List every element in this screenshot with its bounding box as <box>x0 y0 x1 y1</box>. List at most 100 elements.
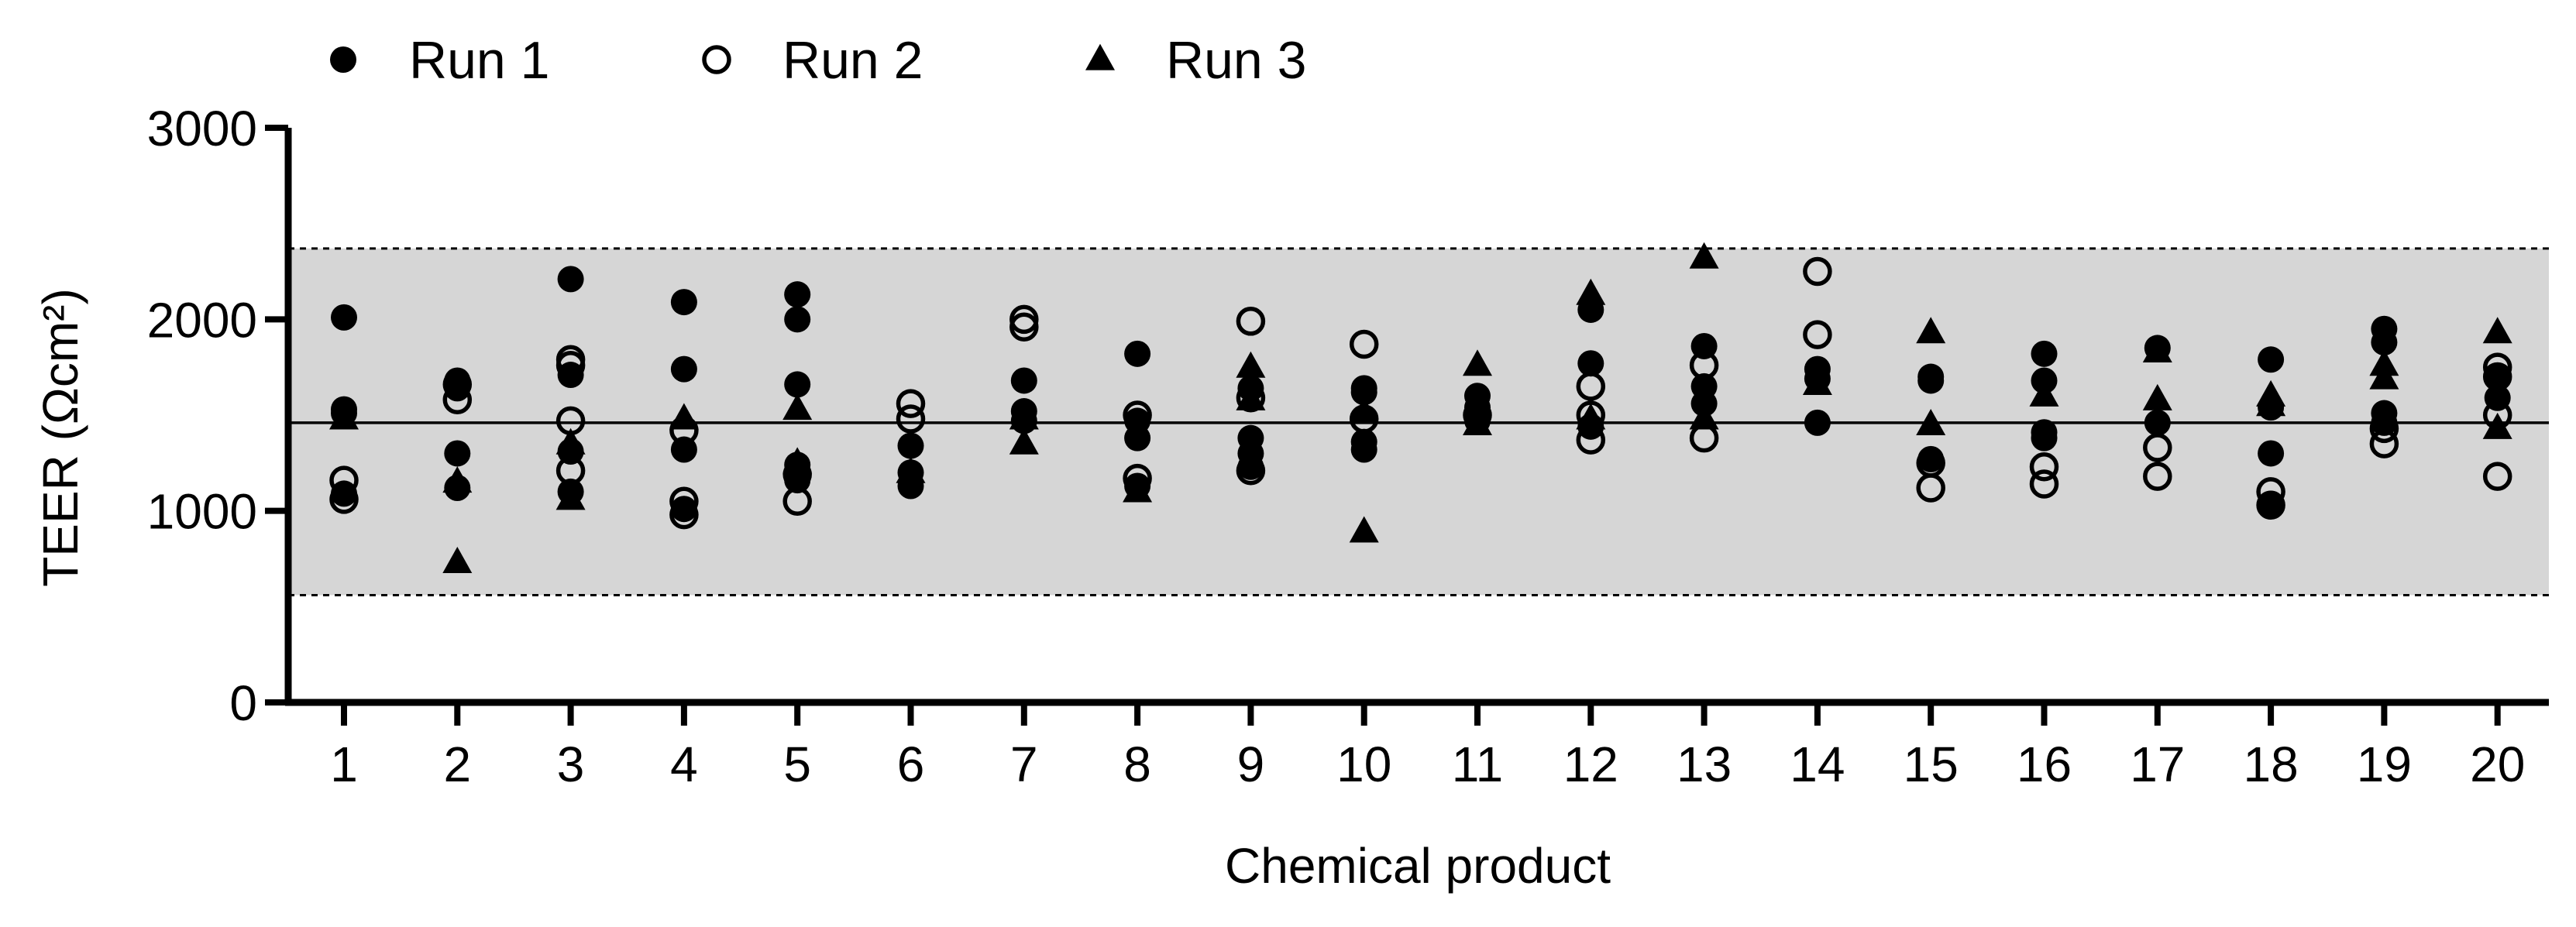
x-tick-label: 19 <box>2357 736 2412 792</box>
data-point <box>555 483 586 510</box>
data-point <box>2256 390 2286 417</box>
data-point <box>669 500 699 530</box>
legend: Run 1 Run 2 Run 3 <box>330 31 1306 90</box>
data-point <box>2482 362 2512 392</box>
data-point <box>2029 379 2059 407</box>
data-point <box>2256 490 2285 520</box>
data-point <box>2484 363 2511 390</box>
data-point <box>670 289 697 316</box>
data-point <box>2144 409 2171 436</box>
x-tick-label: 6 <box>897 736 925 792</box>
data-point <box>2031 340 2058 367</box>
data-point <box>1009 403 1039 430</box>
legend-label: Run 3 <box>1166 31 1306 90</box>
data-point <box>329 465 359 495</box>
data-point <box>782 447 813 474</box>
data-point <box>1803 256 1832 287</box>
data-point <box>782 486 812 517</box>
data-point <box>1236 383 1266 410</box>
x-tick-label: 3 <box>557 736 585 792</box>
x-tick-label: 2 <box>444 736 472 792</box>
data-point <box>1236 455 1266 486</box>
data-point <box>1804 409 1831 436</box>
y-tick-label: 2000 <box>147 292 257 348</box>
data-point <box>1123 400 1152 430</box>
data-point <box>669 486 699 517</box>
data-point <box>1916 408 1946 435</box>
data-point <box>442 547 473 574</box>
data-point <box>1916 317 1946 344</box>
legend-marker <box>330 46 356 73</box>
x-tick-label: 16 <box>2017 736 2072 792</box>
data-point <box>1009 304 1039 335</box>
data-point <box>1009 312 1039 342</box>
data-point <box>2143 433 2172 462</box>
data-point <box>1124 424 1151 451</box>
x-tick-label: 8 <box>1123 736 1151 792</box>
data-point <box>329 403 359 430</box>
data-point <box>1349 329 1379 359</box>
data-point <box>1576 372 1606 401</box>
x-tick-label: 13 <box>1677 736 1732 792</box>
data-point <box>2482 317 2512 344</box>
x-tick-label: 15 <box>1904 736 1959 792</box>
data-point <box>896 456 926 483</box>
data-point <box>1350 436 1377 463</box>
data-point <box>1802 369 1832 396</box>
reference-band <box>288 247 2549 596</box>
legend-item-run-3: Run 3 <box>1085 31 1306 90</box>
data-point <box>2482 352 2512 382</box>
data-point <box>897 432 924 459</box>
x-tick-label: 12 <box>1563 736 1618 792</box>
data-point <box>1689 242 1719 269</box>
data-point <box>555 455 586 486</box>
legend-marker <box>1085 43 1115 70</box>
data-point <box>555 427 586 455</box>
data-point <box>442 466 473 493</box>
data-point <box>442 369 473 400</box>
data-point <box>1123 476 1153 503</box>
x-tick-label: 10 <box>1336 736 1391 792</box>
data-point <box>2029 469 2059 499</box>
data-point <box>444 440 471 467</box>
data-point <box>2369 429 2399 458</box>
data-point <box>2482 412 2512 439</box>
y-axis-title: TEER (Ωcm²) <box>33 288 88 587</box>
data-point <box>1803 320 1832 349</box>
data-point <box>2371 329 2398 356</box>
data-point <box>2142 383 2172 410</box>
data-point <box>1124 340 1151 367</box>
data-point <box>557 266 584 293</box>
data-point <box>2142 335 2172 362</box>
data-point <box>896 389 926 418</box>
data-point <box>2258 440 2285 467</box>
data-point <box>2258 346 2285 373</box>
data-point <box>1236 351 1266 378</box>
data-point <box>896 404 926 434</box>
data-point <box>1349 516 1379 543</box>
series-3 <box>329 242 2512 574</box>
x-tick-label: 11 <box>1452 736 1503 792</box>
data-point <box>2369 349 2399 376</box>
data-point <box>442 385 473 414</box>
x-tick-label: 5 <box>783 736 811 792</box>
x-tick-label: 7 <box>1010 736 1038 792</box>
data-point <box>2369 362 2399 390</box>
data-point <box>2256 477 2285 506</box>
x-tick-label: 14 <box>1790 736 1845 792</box>
legend-label: Run 1 <box>409 31 549 90</box>
data-point <box>2482 462 2512 491</box>
data-point <box>1917 367 1945 394</box>
data-point <box>2031 424 2058 451</box>
data-point <box>2369 414 2399 444</box>
x-tick-label: 1 <box>330 736 358 792</box>
data-point <box>1577 350 1604 377</box>
x-tick-label: 17 <box>2130 736 2185 792</box>
legend-item-run-1: Run 1 <box>330 31 549 90</box>
y-tick-label: 3000 <box>147 101 257 156</box>
data-point <box>1010 367 1037 394</box>
data-point <box>669 403 699 430</box>
x-tick-label: 20 <box>2470 736 2525 792</box>
x-axis-title: Chemical product <box>1225 838 1611 894</box>
